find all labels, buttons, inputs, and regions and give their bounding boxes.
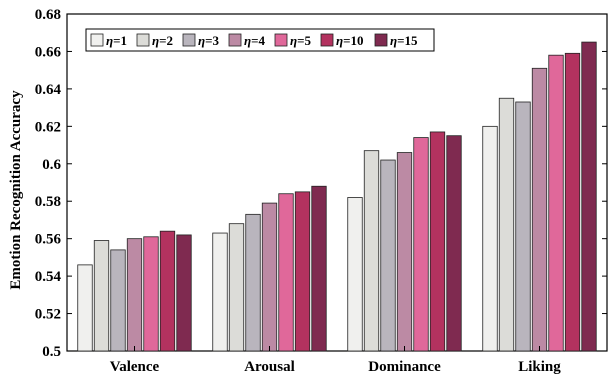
legend-swatch	[320, 33, 334, 47]
bar	[159, 230, 176, 352]
y-tick-label: 0.52	[35, 307, 61, 323]
bar	[261, 202, 278, 352]
y-tick-label: 0.54	[35, 269, 62, 285]
bar-series	[93, 97, 515, 352]
bar-series-group	[77, 41, 597, 352]
bar	[77, 264, 93, 352]
bar	[380, 159, 396, 352]
legend-swatch	[374, 33, 388, 47]
bar	[126, 238, 143, 352]
legend-label: η=1	[106, 33, 127, 48]
y-tick-label: 0.56	[35, 232, 62, 248]
bar	[446, 135, 462, 352]
bar	[515, 101, 531, 352]
x-tick-label: Liking	[518, 359, 561, 375]
y-axis: 0.5 0.52 0.54 0.56 0.58 0.6 0.62 0.64 0.66 0.68	[35, 7, 607, 360]
legend-label: η=10	[336, 33, 364, 48]
legend-entry: η=15	[374, 33, 418, 48]
bar	[311, 185, 327, 352]
bar-series	[110, 101, 531, 352]
bar-series	[159, 52, 581, 352]
bar	[212, 232, 228, 352]
bar	[548, 54, 564, 352]
bar	[110, 249, 126, 352]
bar	[245, 213, 261, 352]
x-axis: Valence Arousal Dominance Liking	[110, 346, 561, 375]
bar	[176, 234, 192, 352]
bar	[143, 236, 159, 352]
bar	[482, 125, 498, 352]
legend-entry: η=5	[274, 33, 312, 48]
bar-series	[126, 67, 548, 352]
legend-entry: η=2	[136, 33, 173, 48]
legend-swatch	[274, 33, 288, 47]
legend-entry: η=3	[182, 33, 220, 48]
x-tick-label: Arousal	[244, 359, 295, 375]
y-tick-label: 0.58	[35, 194, 61, 210]
x-tick-label: Valence	[110, 359, 160, 375]
bar	[564, 52, 581, 352]
bar	[531, 67, 548, 352]
legend-swatch	[90, 33, 104, 47]
bar	[413, 137, 429, 352]
legend-label: η=2	[152, 33, 173, 48]
legend-swatch	[136, 33, 150, 47]
y-tick-label: 0.66	[35, 44, 62, 60]
legend-swatch	[182, 33, 196, 47]
legend-label: η=4	[244, 33, 266, 48]
legend: η=1 η=2 η=3 η=4 η=5 η=10 η=15	[85, 28, 435, 52]
legend-label: η=5	[290, 33, 312, 48]
bar	[396, 152, 413, 352]
bar	[429, 131, 446, 352]
plot-frame	[66, 13, 608, 352]
legend-label: η=15	[390, 33, 418, 48]
bar	[363, 150, 380, 352]
y-tick-label: 0.68	[35, 7, 61, 23]
bar	[498, 97, 515, 352]
bar	[347, 197, 363, 352]
y-tick-label: 0.64	[35, 82, 62, 98]
y-tick-label: 0.62	[35, 119, 61, 135]
bar-series	[143, 54, 564, 352]
legend-entry: η=1	[90, 33, 127, 48]
bar-series	[77, 125, 498, 352]
legend-label: η=3	[198, 33, 220, 48]
bar	[294, 191, 311, 352]
legend-entry: η=4	[228, 33, 266, 48]
y-tick-label: 0.6	[42, 157, 61, 173]
bar	[228, 223, 245, 352]
x-tick-label: Dominance	[368, 359, 441, 375]
legend-box	[85, 28, 435, 52]
bar	[581, 41, 597, 352]
plot-area	[66, 13, 608, 352]
legend-swatch	[228, 33, 242, 47]
bar	[93, 240, 110, 352]
y-tick-label: 0.5	[42, 344, 61, 360]
bar	[278, 193, 294, 352]
legend-entry: η=10	[320, 33, 364, 48]
y-axis-label: Emotion Recognition Accuracy	[8, 90, 24, 290]
bar-series	[176, 41, 597, 352]
